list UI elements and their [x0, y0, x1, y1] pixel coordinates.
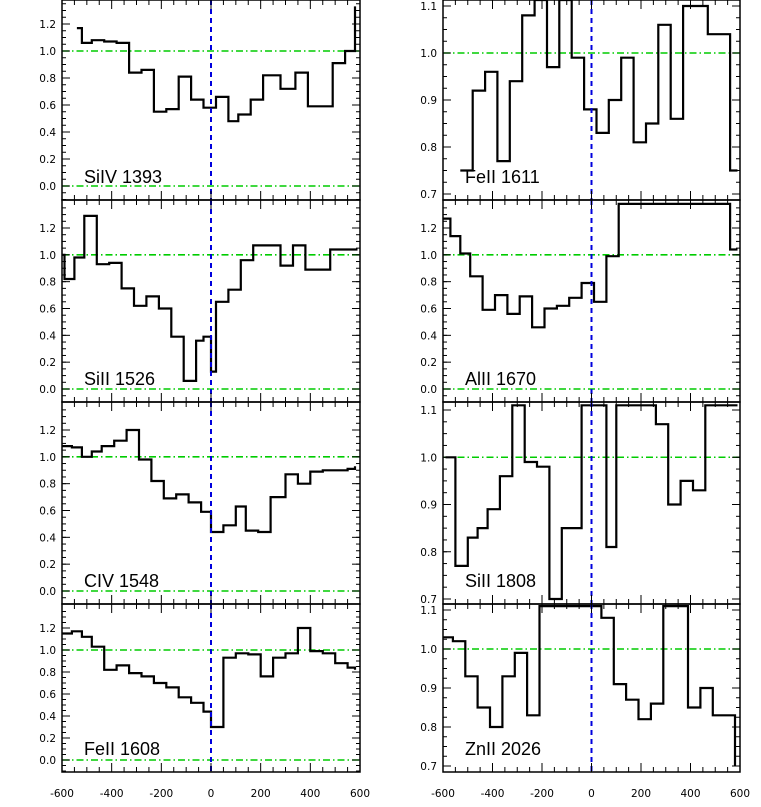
- y-tick-label: 1.0: [39, 645, 56, 657]
- y-tick-label: 0.6: [420, 304, 437, 316]
- x-tick-label: -600: [50, 788, 74, 800]
- y-tick-label: 0.8: [420, 277, 437, 289]
- panel-znii-2026: 0.7 0.8 0.9 1.0 1.1 ZnII 2026: [420, 603, 741, 773]
- spectrum-znii-2026: [443, 605, 737, 766]
- panel-feii-1611: 0.7 0.8 0.9 1.0 1.1 FeII 1611: [420, 0, 741, 201]
- spectrum-siii-1808: [445, 404, 738, 601]
- y-tick-label: 0.2: [39, 559, 56, 571]
- panel-feii-1608: 0.0 0.2 0.4 0.6 0.8 1.0 1.2 FeII 1608: [39, 603, 361, 773]
- y-tick-label: 0.2: [39, 357, 56, 369]
- panel-siii-1808: 0.7 0.8 0.9 1.0 1.1 SiII 1808: [420, 401, 741, 606]
- y-tick-label: 0.8: [420, 722, 437, 734]
- y-tick-label: 0.9: [420, 500, 437, 512]
- y-tick-label: 0.8: [39, 73, 56, 85]
- y-tick-label: 0.4: [420, 330, 437, 342]
- y-tick-label: 0.6: [39, 304, 56, 316]
- x-tick-label: 200: [631, 788, 651, 800]
- x-tick-label: 600: [730, 788, 750, 800]
- y-tick-label: 0.0: [39, 181, 56, 193]
- y-tick-label: 0.7: [420, 189, 437, 201]
- spectrum-civ-1548: [62, 428, 357, 534]
- y-tick-label: 1.2: [39, 623, 56, 635]
- x-tick-label: 0: [588, 788, 595, 800]
- y-tick-label: 0.2: [39, 154, 56, 166]
- y-tick-label: 1.0: [39, 452, 56, 464]
- y-tick-label: 0.8: [39, 277, 56, 289]
- panel-civ-1548: 0.0 0.2 0.4 0.6 0.8 1.0 1.2 CIV 1548: [39, 401, 361, 605]
- panel-label: FeII 1608: [84, 739, 160, 759]
- spectrum-siii-1526: [62, 214, 358, 382]
- y-tick-label: 1.0: [420, 250, 437, 262]
- panel-siiv-1393: 0.0 0.2 0.4 0.6 0.8 1.0 1.2 SiIV 1393: [39, 0, 361, 201]
- panel-siii-1526: 0.0 0.2 0.4 0.6 0.8 1.0 1.2 SiII 1526: [39, 199, 361, 403]
- panel-label: SiII 1526: [84, 369, 155, 389]
- y-tick-label: 0.6: [39, 100, 56, 112]
- y-tick-label: 0.2: [39, 733, 56, 745]
- spectrum-feii-1608: [62, 626, 357, 729]
- spectrum-alii-1670: [443, 202, 738, 329]
- y-tick-label: 1.0: [39, 46, 56, 58]
- y-tick-label: 0.9: [420, 95, 437, 107]
- y-tick-label: 0.8: [39, 479, 56, 491]
- panel-label: SiIV 1393: [84, 167, 162, 187]
- y-tick-label: 0.7: [420, 594, 437, 606]
- y-tick-label: 1.2: [39, 425, 56, 437]
- x-tick-label: 400: [300, 788, 320, 800]
- y-tick-label: 0.0: [420, 384, 437, 396]
- panel-label: SiII 1808: [465, 571, 536, 591]
- y-tick-label: 1.2: [39, 223, 56, 235]
- y-tick-label: 1.0: [420, 644, 437, 656]
- y-tick-label: 0.9: [420, 683, 437, 695]
- y-tick-label: 0.4: [39, 711, 56, 723]
- y-tick-label: 0.4: [39, 127, 56, 139]
- x-tick-label: -400: [100, 788, 124, 800]
- y-tick-label: 1.1: [420, 405, 437, 417]
- x-tick-label: 200: [251, 788, 271, 800]
- y-tick-label: 1.2: [39, 19, 56, 31]
- panel-label: ZnII 2026: [465, 739, 541, 759]
- y-tick-label: 0.0: [39, 586, 56, 598]
- y-tick-label: 0.4: [39, 330, 56, 342]
- panel-label: CIV 1548: [84, 571, 159, 591]
- y-tick-label: 0.8: [39, 667, 56, 679]
- y-tick-label: 1.0: [420, 48, 437, 60]
- x-tick-label: -200: [149, 788, 173, 800]
- x-tick-label: 0: [208, 788, 215, 800]
- x-tick-label: -600: [431, 788, 455, 800]
- panel-label: AlII 1670: [465, 369, 536, 389]
- y-tick-label: 0.8: [420, 142, 437, 154]
- x-tick-label: 600: [350, 788, 370, 800]
- x-tick-label: -400: [481, 788, 505, 800]
- y-tick-label: 0.7: [420, 761, 437, 773]
- y-tick-label: 0.8: [420, 547, 437, 559]
- y-tick-label: 0.0: [39, 384, 56, 396]
- y-tick-label: 1.1: [420, 1, 437, 13]
- panel-label: FeII 1611: [465, 167, 540, 187]
- y-tick-label: 0.6: [39, 689, 56, 701]
- x-tick-label: 400: [680, 788, 700, 800]
- y-tick-label: 1.2: [420, 223, 437, 235]
- spectrum-siiv-1393: [76, 6, 357, 123]
- y-tick-label: 1.1: [420, 605, 437, 617]
- y-tick-label: 0.4: [39, 532, 56, 544]
- y-tick-label: 1.0: [420, 452, 437, 464]
- y-tick-label: 1.0: [39, 250, 56, 262]
- x-tick-label: -200: [530, 788, 554, 800]
- spectrum-feii-1611: [460, 0, 738, 172]
- panel-alii-1670: 0.0 0.2 0.4 0.6 0.8 1.0 1.2 AlII 1670: [420, 199, 741, 403]
- y-tick-label: 0.0: [39, 755, 56, 767]
- y-tick-label: 0.2: [420, 357, 437, 369]
- y-tick-label: 0.6: [39, 506, 56, 518]
